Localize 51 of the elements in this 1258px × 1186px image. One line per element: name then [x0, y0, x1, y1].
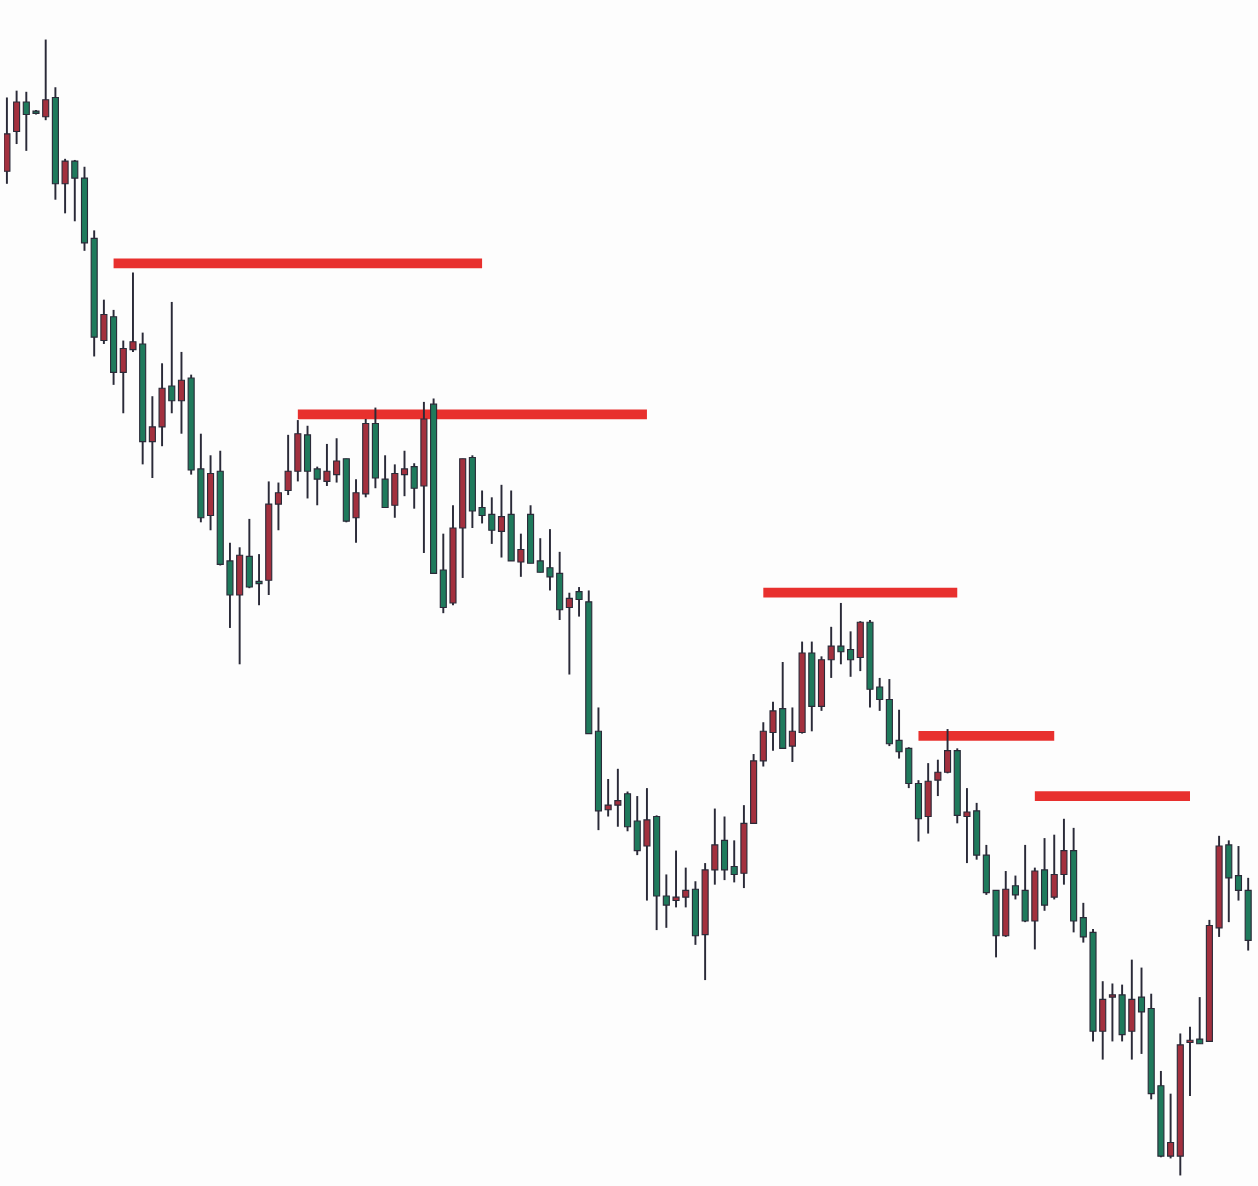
candlestick — [1186, 1025, 1194, 1097]
candlestick — [1079, 901, 1087, 944]
candlestick — [1108, 982, 1116, 1043]
candlestick — [119, 339, 127, 415]
candlestick — [168, 300, 176, 415]
candlestick — [614, 767, 622, 828]
candlestick — [1234, 845, 1243, 902]
candlestick — [943, 728, 952, 775]
candlestick — [662, 873, 670, 929]
candlestick — [42, 38, 50, 122]
candlestick — [604, 778, 612, 818]
candlestick — [129, 271, 137, 353]
candlestick — [536, 537, 544, 574]
candlestick — [895, 708, 903, 760]
candlestick — [517, 532, 525, 578]
candlestick — [1050, 833, 1058, 901]
candlestick — [400, 449, 409, 498]
candlestick — [1196, 996, 1204, 1045]
candlestick — [934, 758, 942, 798]
candlestick — [730, 839, 738, 884]
candlestick — [769, 700, 777, 752]
candlestick — [847, 630, 855, 678]
candlestick — [478, 489, 486, 525]
candlestick — [876, 676, 884, 712]
candlestick — [575, 586, 583, 618]
candlestick — [61, 157, 69, 215]
candlestick — [274, 481, 282, 532]
candlestick — [284, 433, 292, 497]
candlestick — [323, 442, 331, 487]
candlestick — [963, 787, 971, 865]
candlestick — [71, 158, 79, 223]
candlestick — [1137, 966, 1146, 1055]
candlestick — [827, 625, 835, 679]
candlestick — [565, 591, 573, 676]
candlestick — [313, 465, 321, 507]
candlestick — [1060, 817, 1068, 886]
candlestick — [837, 601, 845, 666]
candlestick — [488, 496, 496, 545]
candlestick — [1167, 1092, 1175, 1160]
candlestick — [497, 483, 506, 559]
candlestick — [788, 706, 796, 763]
candlestick — [1011, 874, 1020, 901]
candlestick — [22, 90, 30, 152]
candlestick — [682, 866, 690, 909]
candlestick — [333, 437, 341, 484]
candlestick — [177, 350, 186, 435]
candlestick — [410, 462, 418, 510]
candlestick — [546, 528, 554, 592]
candlestick — [672, 849, 680, 909]
candlestick — [148, 395, 156, 479]
candlestick — [255, 553, 263, 607]
